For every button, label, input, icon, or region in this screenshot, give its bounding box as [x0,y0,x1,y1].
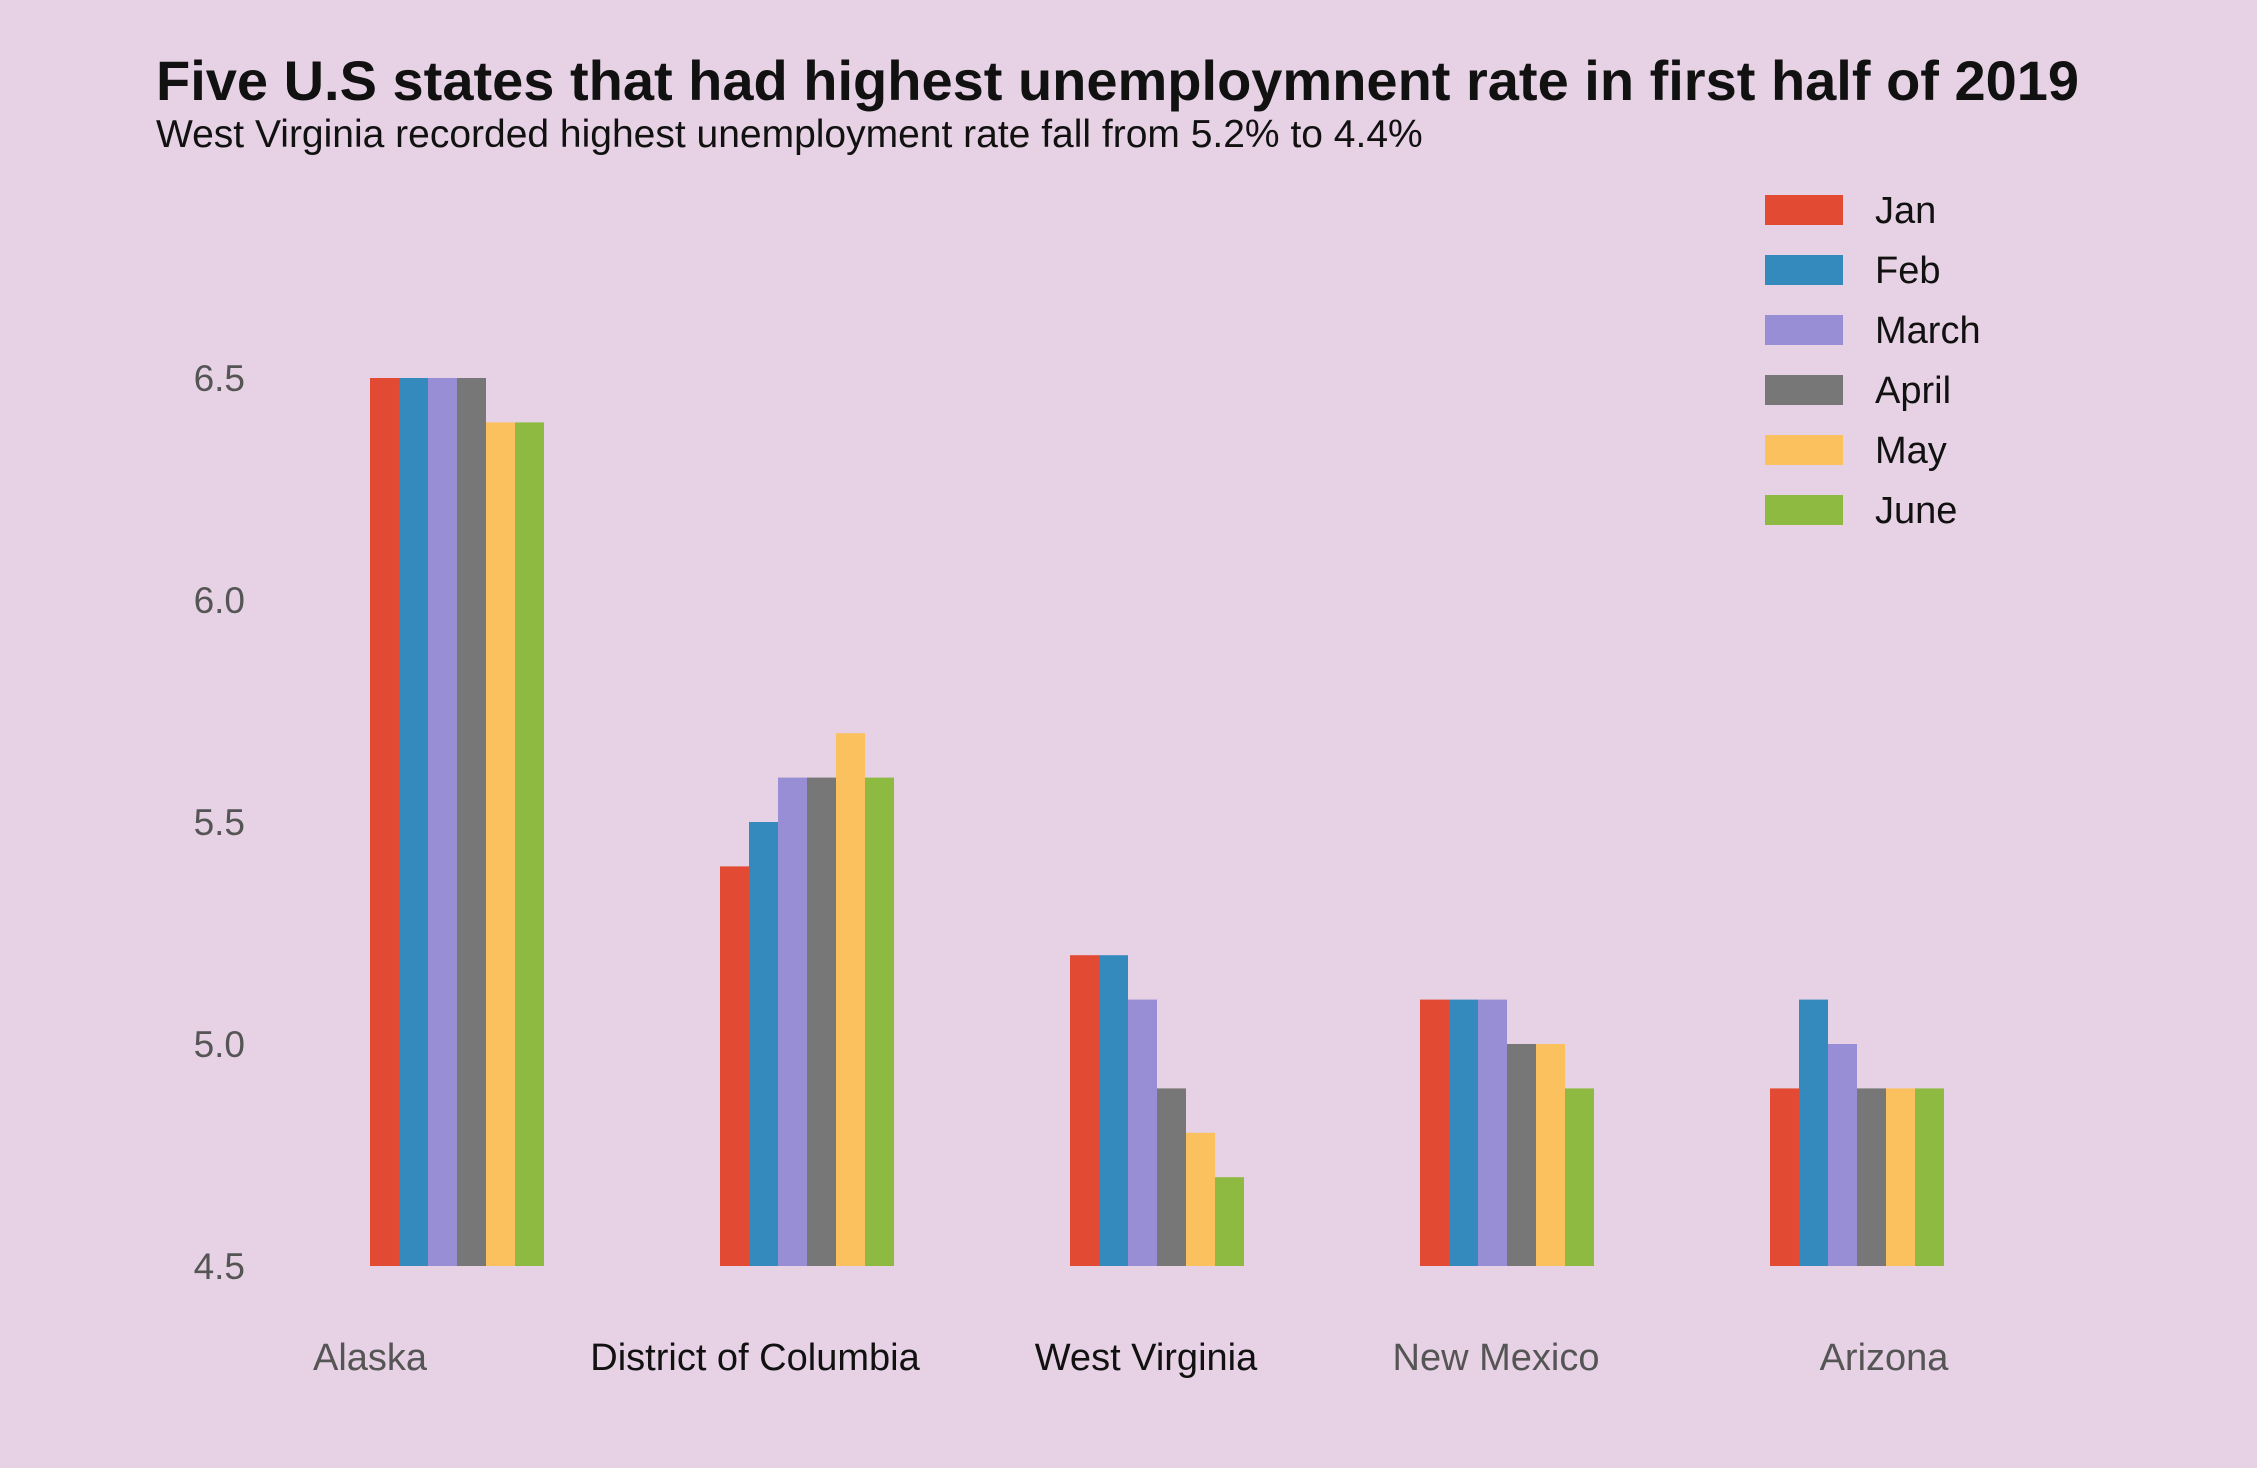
legend-swatch [1765,375,1843,405]
bar [1099,955,1128,1266]
bar [1565,1088,1594,1266]
bar [1128,999,1157,1266]
legend-item: March [1765,310,1981,352]
x-tick-label: Alaska [313,1337,428,1379]
bar [1536,1044,1565,1266]
bar [1507,1044,1536,1266]
bar [836,733,865,1266]
bar [1449,999,1478,1266]
legend-item: April [1765,370,1951,412]
bars [370,378,1944,1266]
bar [515,422,544,1266]
bar [1070,955,1099,1266]
bar-group [720,733,894,1266]
bar-group [1770,999,1944,1266]
bar-group [1420,999,1594,1266]
x-tick-label: New Mexico [1393,1337,1600,1379]
bar [457,378,486,1266]
y-tick-label: 4.5 [194,1246,245,1287]
chart-title: Five U.S states that had highest unemplo… [156,49,2080,112]
y-axis: 4.5 5.0 5.5 6.0 6.5 [194,358,245,1287]
legend-label: March [1875,310,1981,352]
x-axis: Alaska District of Columbia West Virginia N… [313,1337,1949,1379]
x-tick-label: Arizona [1820,1337,1950,1379]
bar [1828,1044,1857,1266]
bar [807,777,836,1266]
y-tick-label: 5.5 [194,802,245,843]
bar [1478,999,1507,1266]
bar-group [1070,955,1244,1266]
bar [399,378,428,1266]
legend-swatch [1765,255,1843,285]
bar [778,777,807,1266]
bar [1915,1088,1944,1266]
bar [1186,1132,1215,1266]
legend-item: June [1765,490,1957,532]
legend-swatch [1765,495,1843,525]
legend-label: Feb [1875,250,1940,292]
legend-label: May [1875,430,1947,472]
legend-swatch [1765,435,1843,465]
bar [1857,1088,1886,1266]
legend-item: Jan [1765,190,1936,232]
legend-item: Feb [1765,250,1940,292]
bar [428,378,457,1266]
legend-label: April [1875,370,1951,412]
bar [1157,1088,1186,1266]
bar [720,866,749,1266]
chart-subtitle: West Virginia recorded highest unemploym… [156,113,1423,156]
bar [1886,1088,1915,1266]
legend-swatch [1765,195,1843,225]
legend-item: May [1765,430,1947,472]
y-tick-label: 5.0 [194,1024,245,1065]
y-tick-label: 6.5 [194,358,245,399]
bar [370,378,399,1266]
bar [865,777,894,1266]
x-tick-label: District of Columbia [590,1337,920,1379]
legend-swatch [1765,315,1843,345]
bar [1215,1177,1244,1266]
bar [486,422,515,1266]
bar [1770,1088,1799,1266]
bar-group [370,378,544,1266]
legend-label: June [1875,490,1957,532]
x-tick-label: West Virginia [1035,1337,1258,1379]
legend: Jan Feb March April May June [1765,190,1981,532]
bar [1799,999,1828,1266]
legend-label: Jan [1875,190,1936,232]
bar [1420,999,1449,1266]
bar [749,822,778,1266]
y-tick-label: 6.0 [194,580,245,621]
